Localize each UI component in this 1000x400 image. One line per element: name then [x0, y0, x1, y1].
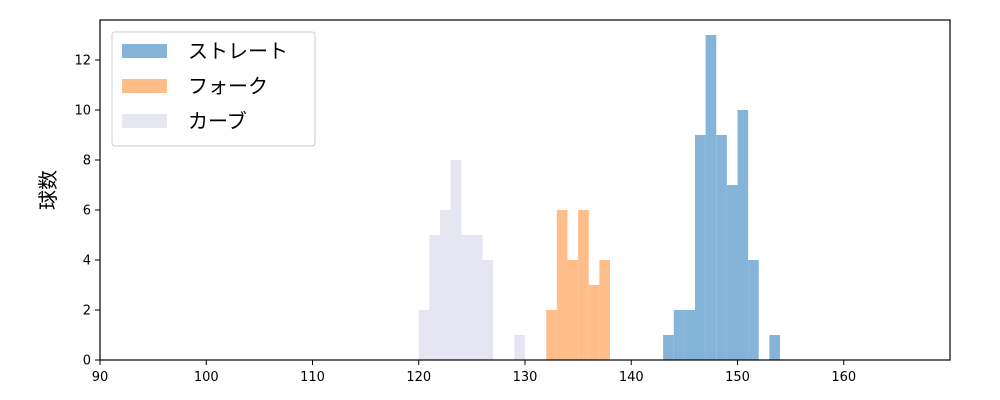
bars-layer [418, 35, 780, 360]
bar-series-1-bin-5 [599, 260, 610, 360]
legend-label-2: カーブ [188, 109, 247, 133]
bar-series-1-bin-1 [556, 210, 568, 360]
bar-series-1-bin-2 [567, 260, 579, 360]
y-tick-label-5: 10 [74, 104, 91, 119]
x-tick-label-4: 130 [513, 370, 538, 385]
y-axis-label: 球数 [36, 170, 60, 210]
y-tick-label-0: 0 [83, 354, 91, 369]
bar-series-2-bin-1 [429, 235, 440, 360]
x-axis: 90 100 110 120 130 140 150 160 [92, 360, 856, 385]
bar-series-2-bin-4 [461, 235, 472, 360]
bar-series-1-bin-4 [588, 285, 600, 360]
x-tick-label-2: 110 [300, 370, 325, 385]
bar-series-0-bin-8 [748, 260, 759, 360]
legend-swatch-2 [122, 114, 167, 128]
legend-label-1: フォーク [188, 74, 268, 98]
bar-series-0-bin-2 [684, 310, 695, 360]
bar-series-2-bin-7 [514, 335, 525, 360]
legend-label-0: ストレート [188, 39, 288, 63]
bar-series-0-bin-0 [663, 335, 674, 360]
bar-series-2-bin-3 [450, 160, 462, 360]
x-tick-label-7: 160 [831, 370, 856, 385]
y-axis: 0 2 4 6 8 10 12 [74, 54, 100, 369]
bar-series-0-bin-4 [705, 35, 717, 360]
bar-series-2-bin-6 [482, 260, 494, 360]
bar-series-0-bin-7 [737, 110, 749, 360]
bar-series-2-bin-0 [418, 310, 430, 360]
bar-series-0-bin-3 [695, 135, 706, 360]
x-tick-label-3: 120 [406, 370, 431, 385]
y-tick-label-6: 12 [74, 54, 91, 69]
x-tick-label-6: 150 [725, 370, 750, 385]
x-tick-label-5: 140 [619, 370, 644, 385]
x-tick-label-1: 100 [194, 370, 219, 385]
bar-series-0-bin-9 [769, 335, 780, 360]
bar-series-2-bin-5 [471, 235, 483, 360]
y-tick-label-4: 8 [83, 154, 91, 169]
legend-swatch-1 [122, 79, 167, 93]
y-tick-label-1: 2 [83, 304, 91, 319]
bar-series-0-bin-6 [726, 185, 738, 360]
bar-series-0-bin-1 [673, 310, 685, 360]
bar-series-1-bin-3 [578, 210, 589, 360]
y-tick-label-3: 6 [83, 204, 91, 219]
bar-series-0-bin-5 [716, 135, 727, 360]
bar-series-2-bin-2 [440, 210, 451, 360]
legend-swatch-0 [122, 44, 167, 58]
x-tick-label-0: 90 [92, 370, 109, 385]
bar-series-1-bin-0 [546, 310, 557, 360]
y-tick-label-2: 4 [83, 254, 91, 269]
